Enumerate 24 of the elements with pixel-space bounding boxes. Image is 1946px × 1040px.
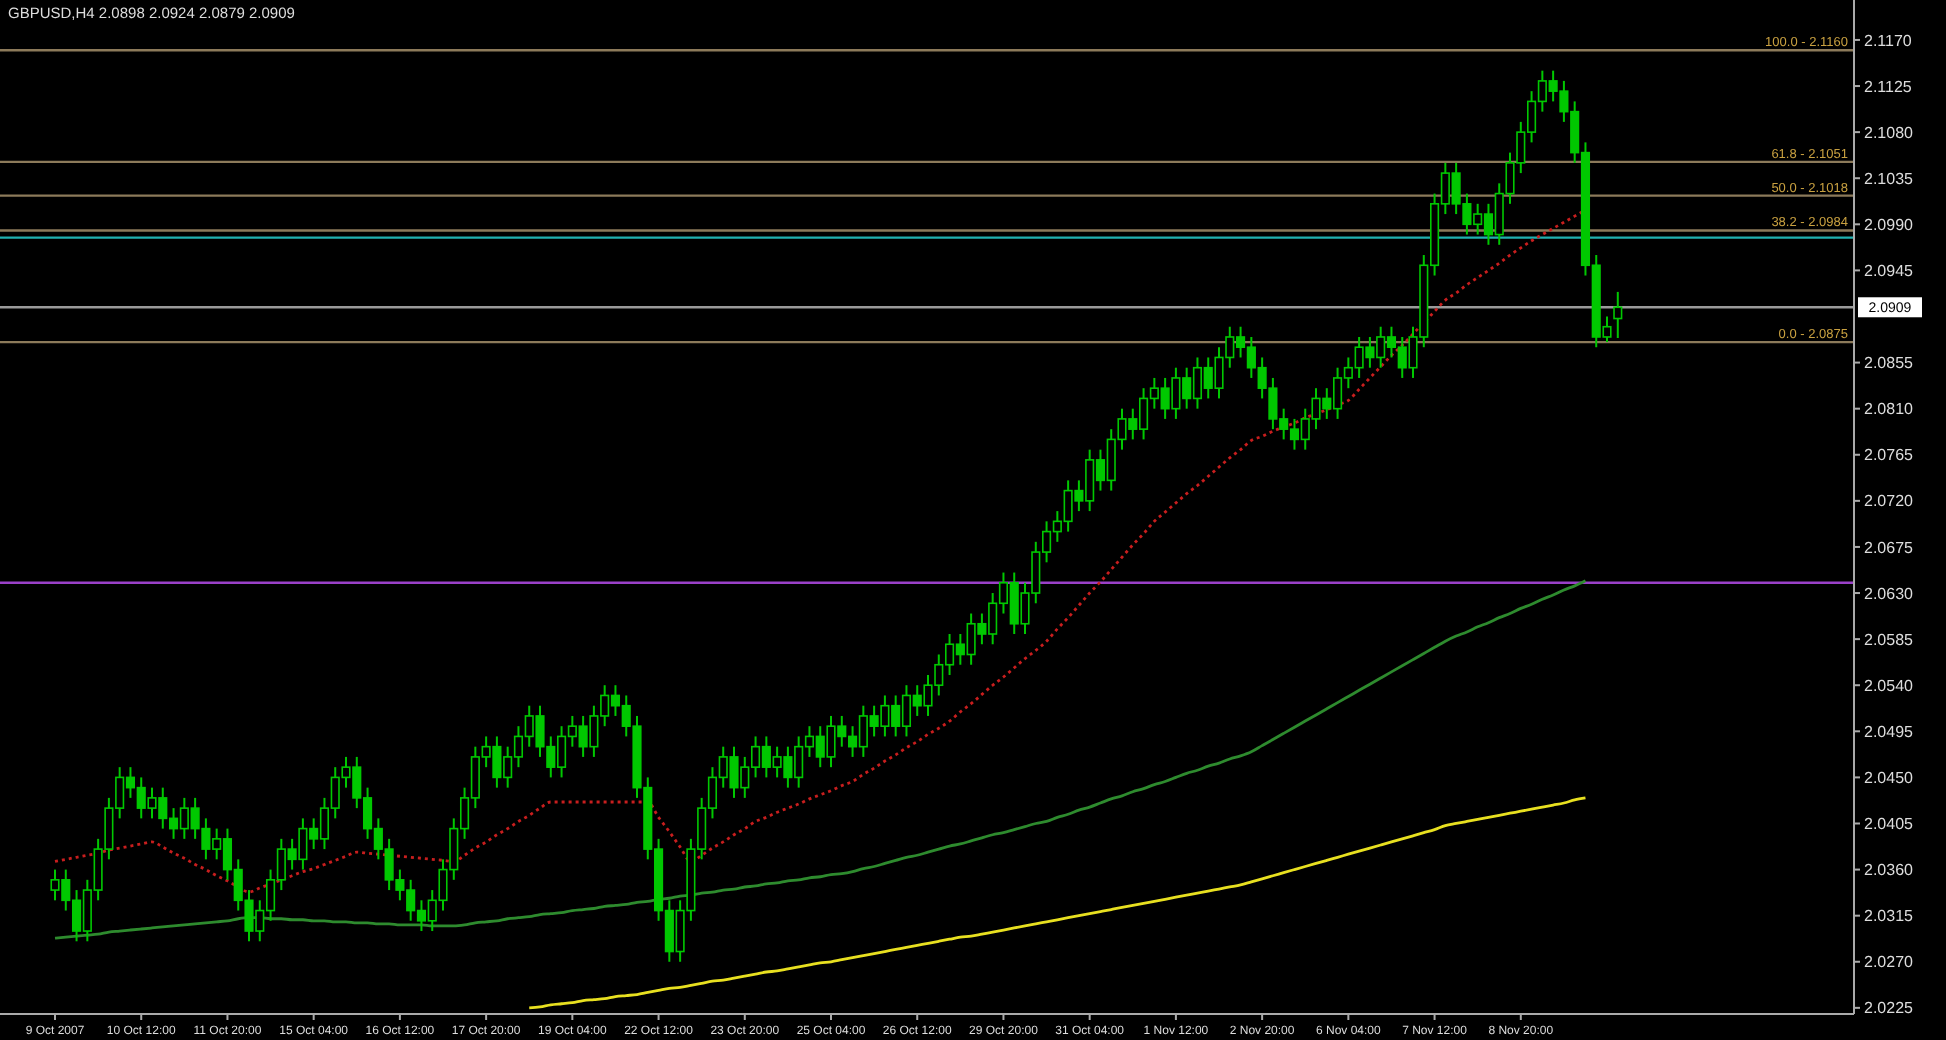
y-tick-label: 2.0855 <box>1864 354 1915 373</box>
y-tick-label: 2.0585 <box>1864 630 1915 649</box>
y-tick-label: 2.0540 <box>1864 676 1915 695</box>
y-tick-label: 2.1035 <box>1864 169 1915 188</box>
line-series <box>53 579 1587 940</box>
y-tick-label: 2.0405 <box>1864 815 1915 834</box>
y-tick-label: 2.0315 <box>1864 907 1915 926</box>
y-tick-label: 2.0765 <box>1864 446 1915 465</box>
y-tick-label: 2.0810 <box>1864 400 1915 419</box>
y-tick-label: 2.0720 <box>1864 492 1915 511</box>
y-tick-label: 2.0675 <box>1864 538 1915 557</box>
y-tick-label: 2.1080 <box>1864 123 1915 142</box>
line-series <box>527 796 1587 1010</box>
y-tick-label: 2.0450 <box>1864 769 1915 787</box>
y-tick-label: 2.0495 <box>1864 722 1915 741</box>
y-tick-label: 2.0630 <box>1864 584 1915 603</box>
y-tick-label: 2.0225 <box>1864 999 1915 1018</box>
y-tick-label: 2.1125 <box>1864 77 1913 96</box>
y-tick-label: 2.1170 <box>1864 31 1913 50</box>
y-tick-label: 2.0360 <box>1864 861 1915 880</box>
y-tick-label: 2.0990 <box>1864 215 1915 234</box>
y-tick-label: 2.0945 <box>1864 262 1915 280</box>
candlestick <box>1613 290 1623 339</box>
y-tick-label: 2.0270 <box>1864 953 1915 972</box>
